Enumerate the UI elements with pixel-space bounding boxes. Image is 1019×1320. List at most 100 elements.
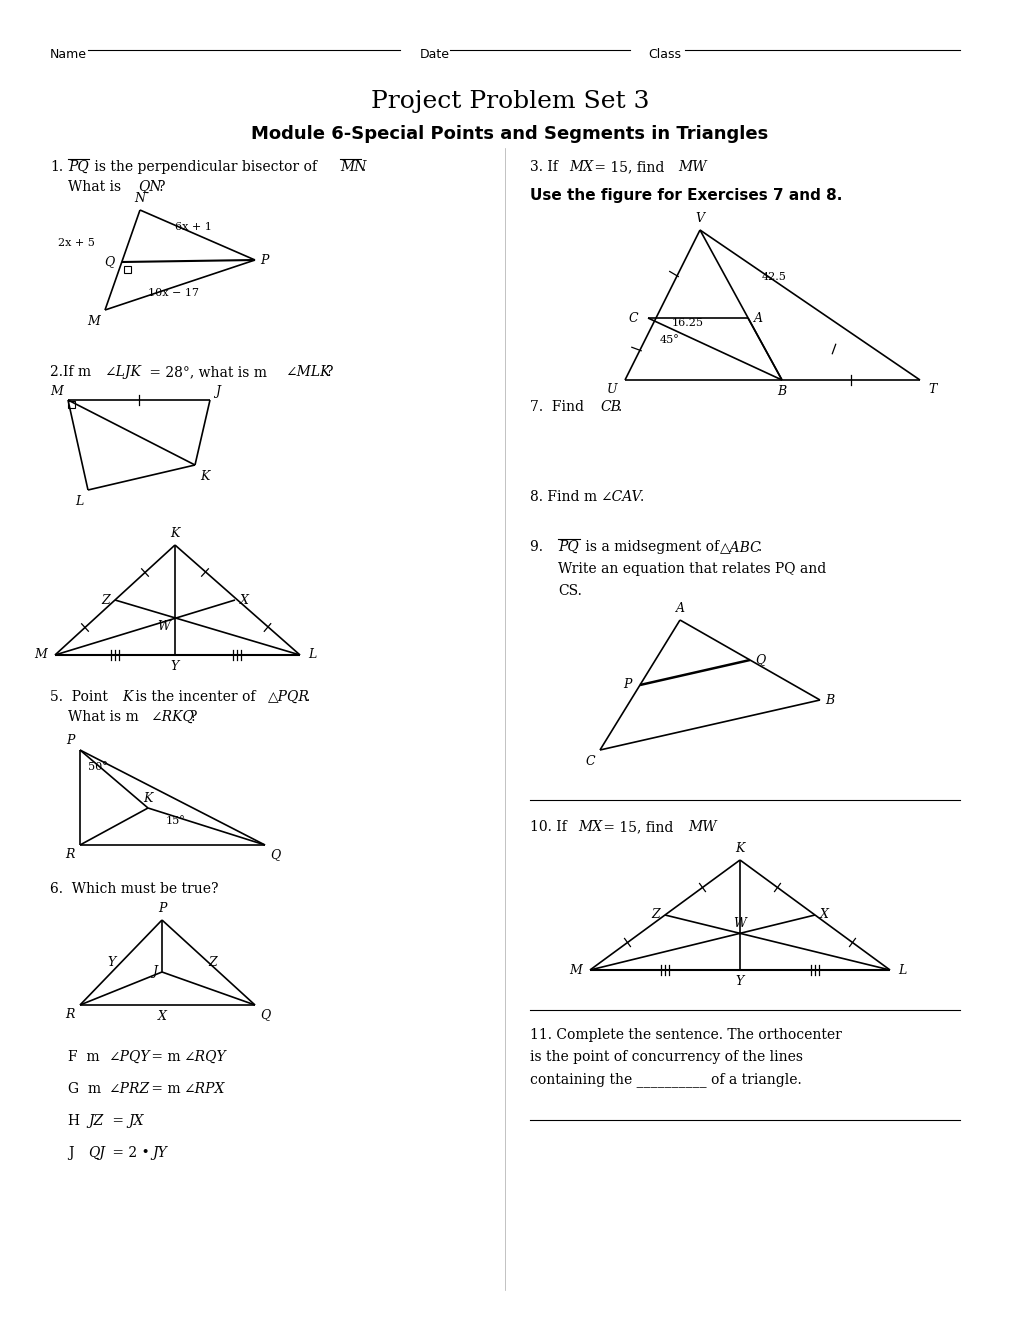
Text: 42.5: 42.5 (761, 272, 786, 282)
Text: Module 6-Special Points and Segments in Triangles: Module 6-Special Points and Segments in … (251, 125, 768, 143)
Text: ∠RKQ: ∠RKQ (150, 710, 194, 723)
Text: T: T (927, 383, 935, 396)
Text: Z: Z (208, 957, 216, 969)
Text: ∠RQY: ∠RQY (182, 1049, 225, 1064)
Text: 6x + 1: 6x + 1 (175, 222, 212, 232)
Text: A: A (675, 602, 684, 615)
Text: M: M (569, 964, 582, 977)
Text: F  m: F m (68, 1049, 100, 1064)
Text: K: K (170, 527, 179, 540)
Text: =: = (108, 1114, 128, 1129)
Text: containing the __________ of a triangle.: containing the __________ of a triangle. (530, 1072, 801, 1086)
Text: △ABC: △ABC (719, 540, 761, 554)
Text: .: . (618, 400, 622, 414)
Text: J: J (215, 385, 220, 399)
Text: Z: Z (101, 594, 110, 606)
Text: 16.25: 16.25 (672, 318, 703, 327)
Text: Z: Z (651, 908, 659, 921)
Text: What is: What is (68, 180, 125, 194)
Text: ∠RPX: ∠RPX (182, 1082, 224, 1096)
Text: = 15, find: = 15, find (598, 820, 677, 834)
Text: Write an equation that relates PQ and: Write an equation that relates PQ and (557, 562, 825, 576)
Text: QN: QN (138, 180, 161, 194)
Text: ∠LJK: ∠LJK (104, 366, 141, 379)
Text: 8. Find m: 8. Find m (530, 490, 596, 504)
Text: Q: Q (754, 653, 764, 667)
Text: MN: MN (339, 160, 366, 174)
Text: B: B (776, 385, 786, 399)
Text: Class: Class (647, 48, 681, 61)
Text: 45°: 45° (659, 335, 679, 345)
Text: A: A (753, 312, 762, 325)
Text: What is m: What is m (68, 710, 139, 723)
Text: .: . (306, 690, 310, 704)
Text: JZ: JZ (88, 1114, 103, 1129)
Text: JY: JY (152, 1146, 166, 1160)
Text: ?: ? (158, 180, 165, 194)
Text: MX: MX (569, 160, 592, 174)
Text: .: . (699, 160, 703, 174)
Text: ?: ? (326, 366, 333, 379)
Text: Date: Date (420, 48, 449, 61)
Text: .: . (639, 490, 644, 504)
Text: 1.: 1. (50, 160, 63, 174)
Text: .: . (709, 820, 713, 834)
Text: P: P (66, 734, 75, 747)
Text: B: B (824, 693, 834, 706)
Text: C: C (585, 755, 594, 768)
Text: PQ: PQ (68, 160, 89, 174)
Text: P: P (623, 678, 632, 692)
Text: K: K (144, 792, 153, 805)
Text: ∠MLK: ∠MLK (284, 366, 330, 379)
Text: = 28°, what is m: = 28°, what is m (145, 366, 267, 379)
Text: 6.  Which must be true?: 6. Which must be true? (50, 882, 218, 896)
Text: Y: Y (108, 957, 116, 969)
Text: M: M (35, 648, 47, 661)
Text: = 15, find: = 15, find (589, 160, 668, 174)
Text: W: W (157, 620, 170, 634)
Text: .: . (362, 160, 366, 174)
Text: 5.  Point: 5. Point (50, 690, 112, 704)
Text: is the incenter of: is the incenter of (130, 690, 260, 704)
Text: X: X (157, 1010, 166, 1023)
Text: X: X (819, 908, 828, 921)
Text: R: R (65, 847, 75, 861)
Text: QJ: QJ (88, 1146, 105, 1160)
Text: H: H (68, 1114, 89, 1129)
Text: X: X (239, 594, 249, 606)
Text: 3. If: 3. If (530, 160, 561, 174)
Text: is the perpendicular bisector of: is the perpendicular bisector of (90, 160, 321, 174)
Text: C: C (628, 312, 637, 325)
Text: = 2 •: = 2 • (108, 1146, 154, 1160)
Text: .: . (757, 540, 761, 554)
Text: R: R (65, 1008, 75, 1020)
Text: Y: Y (171, 660, 179, 673)
Text: 15°: 15° (166, 816, 185, 826)
Text: Q: Q (260, 1008, 270, 1020)
Text: P: P (158, 902, 166, 915)
Text: ∠CAV: ∠CAV (599, 490, 641, 504)
Text: MW: MW (688, 820, 715, 834)
Text: is a midsegment of: is a midsegment of (581, 540, 722, 554)
Text: Name: Name (50, 48, 87, 61)
Text: G  m: G m (68, 1082, 101, 1096)
Text: K: K (735, 842, 744, 855)
Text: △PQR: △PQR (268, 690, 310, 704)
Text: V: V (695, 213, 704, 224)
Text: 7.  Find: 7. Find (530, 400, 588, 414)
Text: 2x + 5: 2x + 5 (58, 238, 95, 248)
Text: CB: CB (599, 400, 621, 414)
Text: 10. If: 10. If (530, 820, 571, 834)
Text: 9.: 9. (530, 540, 551, 554)
Text: W: W (733, 917, 746, 931)
Text: 2.If m: 2.If m (50, 366, 91, 379)
Text: JX: JX (127, 1114, 144, 1129)
Text: J: J (68, 1146, 83, 1160)
Text: ∠PQY: ∠PQY (108, 1049, 150, 1064)
Text: 50°: 50° (88, 762, 108, 772)
Text: L: L (897, 964, 905, 977)
Text: P: P (260, 253, 268, 267)
Text: Q: Q (104, 256, 114, 268)
Text: N: N (135, 191, 146, 205)
Text: Q: Q (270, 847, 280, 861)
